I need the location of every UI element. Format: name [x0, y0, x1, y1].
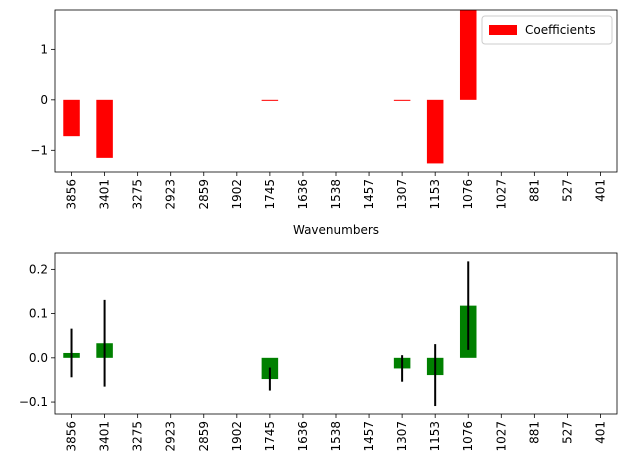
x-tick-label: 1745: [263, 421, 277, 452]
x-tick-label: 2923: [164, 179, 178, 210]
legend-label: Coefficients: [525, 23, 596, 37]
x-tick-label: 3401: [98, 179, 112, 210]
x-tick-label: 3275: [131, 179, 145, 210]
x-tick-label: 2923: [164, 421, 178, 452]
x-tick-label: 1307: [395, 421, 409, 452]
x-tick-label: 3856: [65, 179, 79, 210]
x-tick-label: 1027: [494, 421, 508, 452]
bar-1153: [426, 99, 444, 164]
x-tick-label: 527: [560, 179, 574, 202]
y-tick-label: 1: [40, 42, 48, 56]
y-tick-label: −1: [30, 143, 48, 157]
legend-swatch: [489, 25, 517, 35]
bar-1307: [393, 99, 411, 101]
x-tick-label: 1457: [362, 421, 376, 452]
x-tick-label: 527: [560, 421, 574, 444]
bar-3856: [63, 99, 80, 137]
x-tick-label: 1538: [329, 179, 343, 210]
y-tick-label: 0: [40, 93, 48, 107]
x-tick-label: 1153: [428, 421, 442, 452]
x-tick-label: 1538: [329, 421, 343, 452]
legend: [481, 15, 613, 45]
bar-3401: [96, 99, 113, 158]
y-tick-label: 0.2: [29, 262, 48, 276]
x-tick-label: 2859: [197, 421, 211, 452]
x-tick-label: 1902: [230, 179, 244, 210]
x-tick-label: 1307: [395, 179, 409, 210]
x-tick-label: 2859: [197, 179, 211, 210]
x-tick-label: 1076: [461, 421, 475, 452]
x-tick-label: 3275: [131, 421, 145, 452]
x-tick-label: 401: [593, 421, 607, 444]
top-subplot: −1 0 1 3856 3401 3275 2923 2859 1902 1745 1636 1538…: [30, 9, 618, 237]
x-tick-label: 1457: [362, 179, 376, 210]
x-tick-label: 1076: [461, 179, 475, 210]
y-tick-label: 0.0: [29, 351, 48, 365]
x-axis-label: Wavenumbers: [293, 223, 379, 237]
x-tick-label: 1745: [263, 179, 277, 210]
x-tick-label: 401: [593, 179, 607, 202]
y-tick-label: −0.1: [19, 395, 48, 409]
y-tick-label: 0.1: [29, 307, 48, 321]
x-tick-label: 1902: [230, 421, 244, 452]
axes-frame: [54, 252, 618, 415]
bottom-subplot: −0.1 0.0 0.1 0.2 3856 3401 3275 2923 2859 1902 174…: [19, 252, 618, 452]
x-tick-label: 1636: [296, 421, 310, 452]
bar-1076: [459, 10, 477, 100]
bar-1745: [261, 99, 279, 101]
x-tick-label: 3401: [98, 421, 112, 452]
x-tick-label: 881: [527, 179, 541, 202]
x-tick-label: 1027: [494, 179, 508, 210]
x-tick-label: 3856: [65, 421, 79, 452]
x-tick-label: 1636: [296, 179, 310, 210]
x-tick-label: 1153: [428, 179, 442, 210]
x-tick-label: 881: [527, 421, 541, 444]
